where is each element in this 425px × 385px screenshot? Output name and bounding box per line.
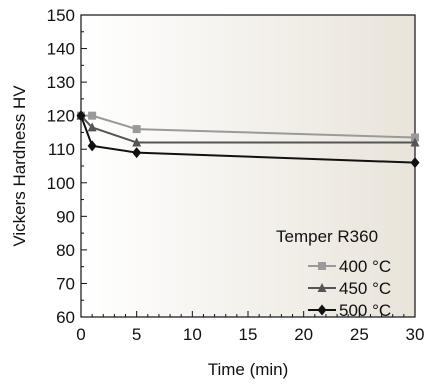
- y-tick-label: 60: [56, 308, 75, 327]
- series-line: [80, 114, 415, 144]
- plot-area: [81, 15, 415, 317]
- data-point: [132, 125, 141, 134]
- data-point: [87, 122, 97, 132]
- data-point: [411, 133, 419, 142]
- legend: Temper R360 400 °C 450 °C 500 °C: [276, 227, 391, 320]
- legend-swatch-marker: [317, 304, 327, 316]
- legend-label: 500 °C: [339, 301, 391, 320]
- y-tick-label: 130: [47, 73, 75, 92]
- x-tick-label: 15: [239, 325, 258, 344]
- y-tick-label: 120: [47, 107, 75, 126]
- legend-swatch-marker: [318, 262, 326, 270]
- data-point: [132, 147, 142, 159]
- x-axis-title: Time (min): [208, 360, 289, 379]
- legend-label: 400 °C: [339, 257, 391, 276]
- x-tick-label: 20: [294, 325, 313, 344]
- y-tick-label: 110: [48, 140, 75, 159]
- series-line: [80, 115, 416, 164]
- x-tick-label: 30: [406, 325, 425, 344]
- y-tick-label: 100: [47, 174, 75, 193]
- legend-entry-1: 400 °C: [308, 257, 391, 276]
- legend-label: 450 °C: [339, 279, 391, 298]
- axes-layer: 60 70 80 90 100 110 120 130 140 150 0 5 10 15 20 25 30: [47, 6, 425, 344]
- x-tick-label: 25: [350, 325, 369, 344]
- y-axis-title: Vickers Hardness HV: [10, 85, 29, 247]
- data-point: [132, 137, 142, 147]
- data-point: [88, 111, 97, 120]
- y-tick-label: 150: [47, 6, 75, 25]
- series-layer: [76, 110, 420, 169]
- data-point: [76, 110, 86, 122]
- data-point: [410, 137, 420, 147]
- data-point: [87, 140, 97, 152]
- data-point: [410, 157, 420, 169]
- y-tick-label: 90: [56, 207, 75, 226]
- y-tick-label: 70: [56, 274, 75, 293]
- x-tick-label: 10: [183, 325, 202, 344]
- series-line: [81, 114, 416, 139]
- legend-entry-2: 450 °C: [308, 279, 391, 298]
- series-3: [76, 110, 420, 169]
- y-tick-label: 80: [56, 241, 75, 260]
- x-tick-label: 0: [76, 325, 85, 344]
- legend-title: Temper R360: [276, 227, 378, 246]
- legend-swatch-marker: [317, 283, 327, 292]
- legend-entry-3: 500 °C: [308, 301, 391, 320]
- x-tick-label: 5: [132, 325, 141, 344]
- y-tick-label: 140: [47, 40, 75, 59]
